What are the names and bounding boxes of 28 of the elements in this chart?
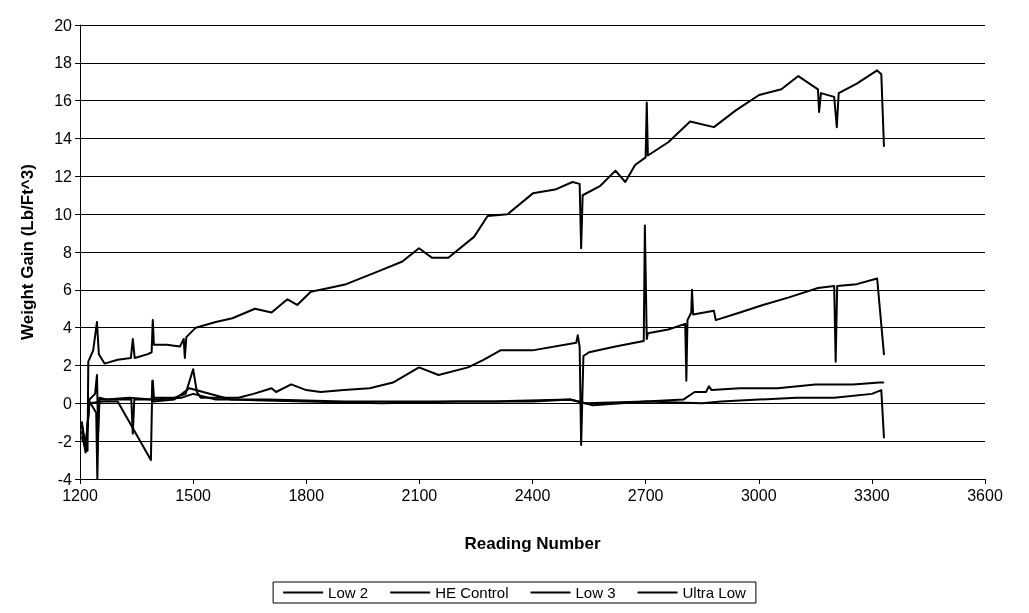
legend-label: Ultra Low [682,584,747,601]
y-axis-title: Weight Gain (Lb/Ft^3) [18,164,37,340]
y-tick-label: 14 [54,130,73,147]
y-tick-label: -2 [57,432,73,450]
x-tick-label: 1800 [288,486,325,504]
legend-label: HE Control [435,584,509,601]
y-tick-label: 6 [63,281,73,299]
x-tick-label: 2100 [401,486,438,504]
x-tick-label: 3000 [740,486,777,504]
x-tick-label: 3600 [967,486,1003,504]
y-tick-label: 0 [63,394,73,412]
y-tick-label: 10 [54,205,73,223]
legend-label: Low 2 [328,584,369,601]
x-axis-title: Reading Number [464,534,601,553]
y-tick-label: 12 [54,167,73,185]
y-tick-label: 16 [54,92,73,110]
y-tick-label: 20 [54,16,73,34]
y-tick-label: 18 [54,54,73,72]
x-tick-label: 1500 [175,486,212,504]
x-tick-label: 2400 [514,486,551,504]
y-tick-label: -4 [57,470,73,488]
y-tick-label: 4 [63,319,73,337]
y-tick-label: 2 [63,357,73,374]
x-tick-label: 3300 [854,486,890,504]
x-tick-label: 2700 [627,486,664,504]
x-tick-label: 1200 [62,486,98,504]
y-tick-label: 8 [63,243,73,261]
legend-label: Low 3 [575,584,616,601]
